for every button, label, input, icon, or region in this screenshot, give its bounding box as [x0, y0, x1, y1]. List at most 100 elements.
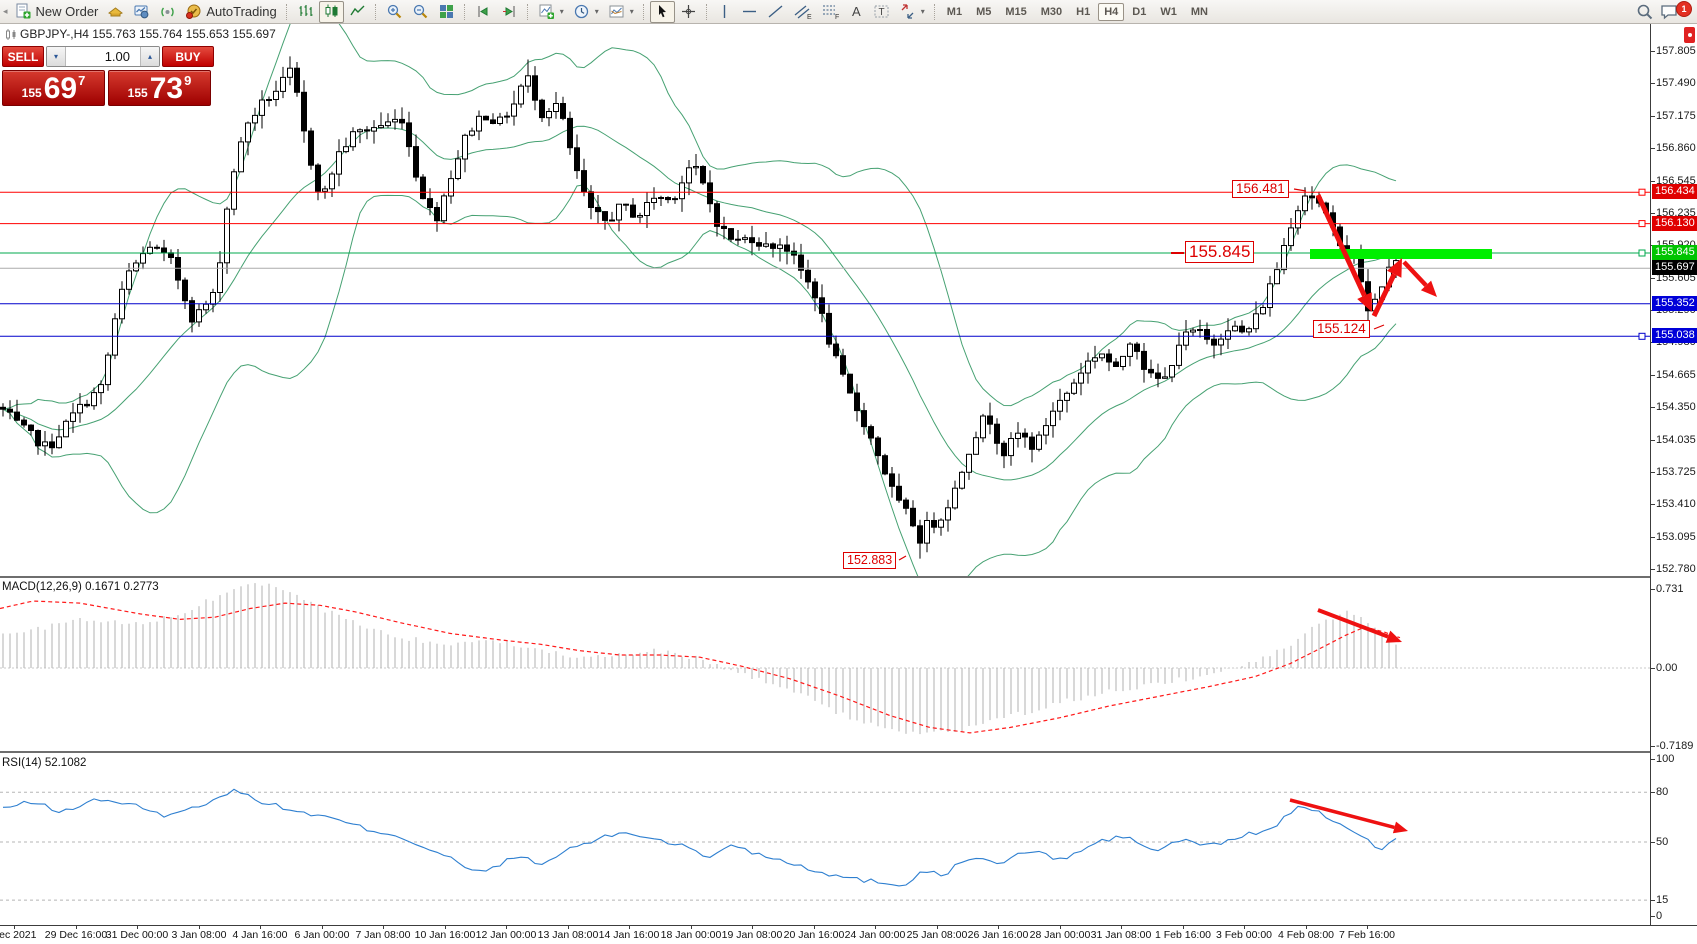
candle-up[interactable] — [1085, 360, 1091, 374]
buy-price-display[interactable]: 155 73 9 — [108, 70, 211, 106]
candle-up[interactable] — [343, 146, 349, 153]
candle-down[interactable] — [700, 166, 706, 184]
candle-down[interactable] — [49, 441, 55, 449]
candle-up[interactable] — [1092, 357, 1098, 362]
candle-up[interactable] — [672, 198, 678, 201]
candle-up[interactable] — [70, 412, 76, 422]
chart-shift-button[interactable] — [497, 2, 522, 22]
candle-down[interactable] — [721, 225, 727, 229]
candle-down[interactable] — [574, 147, 580, 172]
candle-down[interactable] — [714, 203, 720, 227]
search-icon[interactable] — [1636, 3, 1654, 21]
candle-down[interactable] — [728, 228, 734, 240]
candle-up[interactable] — [217, 262, 223, 294]
crosshair-tool-button[interactable] — [676, 2, 701, 22]
candle-up[interactable] — [1386, 266, 1392, 288]
candle-up[interactable] — [133, 262, 139, 272]
candle-up[interactable] — [959, 471, 965, 489]
candle-down[interactable] — [427, 198, 433, 209]
templates-button[interactable]: ▾ — [604, 2, 638, 22]
candle-down[interactable] — [735, 238, 741, 241]
main-price-pane[interactable] — [0, 24, 1650, 577]
candle-up[interactable] — [1057, 399, 1063, 412]
alert-badge[interactable] — [1684, 27, 1695, 43]
candle-down[interactable] — [1330, 212, 1336, 228]
autotrading-button[interactable]: AutoTrading — [181, 2, 280, 22]
candle-up[interactable] — [1393, 260, 1399, 268]
candle-down[interactable] — [0, 406, 6, 410]
candle-up[interactable] — [280, 76, 286, 92]
buy-button[interactable]: BUY — [162, 46, 214, 67]
candle-down[interactable] — [1022, 432, 1028, 438]
candle-up[interactable] — [1225, 330, 1231, 340]
trendline-tool-button[interactable] — [763, 2, 788, 22]
volume-value[interactable]: 1.00 — [104, 49, 130, 64]
candle-up[interactable] — [322, 188, 328, 192]
candle-down[interactable] — [1239, 325, 1245, 333]
candle-up[interactable] — [112, 318, 118, 356]
candle-up[interactable] — [378, 125, 384, 129]
candle-down[interactable] — [1323, 202, 1329, 214]
notification-badge[interactable]: 1 — [1676, 0, 1692, 17]
candle-down[interactable] — [175, 257, 181, 281]
candle-down[interactable] — [889, 473, 895, 487]
candle-down[interactable] — [161, 247, 167, 254]
text-label-tool-button[interactable]: T — [869, 2, 894, 22]
candle-up[interactable] — [140, 253, 146, 264]
candle-up[interactable] — [77, 403, 83, 414]
candle-down[interactable] — [420, 176, 426, 200]
text-tool-button[interactable]: A — [845, 2, 868, 22]
candle-up[interactable] — [476, 115, 482, 132]
candle-down[interactable] — [182, 279, 188, 302]
candle-up[interactable] — [1064, 392, 1070, 401]
candle-up[interactable] — [651, 197, 657, 204]
timeframe-button-m15[interactable]: M15 — [1005, 5, 1027, 18]
candle-up[interactable] — [1120, 355, 1126, 367]
candle-down[interactable] — [1365, 281, 1371, 312]
pane-separator[interactable] — [0, 576, 1650, 578]
hline-handle[interactable] — [1638, 188, 1646, 196]
toolbar-collapse-icon[interactable]: ◂ — [3, 6, 8, 16]
candle-up[interactable] — [1267, 283, 1273, 308]
candle-up[interactable] — [287, 67, 293, 78]
candle-down[interactable] — [1316, 197, 1322, 204]
candle-up[interactable] — [1288, 227, 1294, 247]
sell-button[interactable]: SELL — [2, 46, 44, 67]
candle-up[interactable] — [973, 437, 979, 455]
candle-up[interactable] — [336, 151, 342, 175]
candle-down[interactable] — [1204, 329, 1210, 340]
candle-up[interactable] — [1246, 328, 1252, 333]
candle-up[interactable] — [238, 141, 244, 173]
candle-up[interactable] — [371, 127, 377, 132]
candle-down[interactable] — [882, 455, 888, 475]
horizontal-line-tool-button[interactable] — [737, 2, 762, 22]
candle-up[interactable] — [91, 392, 97, 407]
hline-handle[interactable] — [1638, 220, 1646, 228]
candle-up[interactable] — [1302, 195, 1308, 212]
candle-down[interactable] — [861, 410, 867, 428]
candle-down[interactable] — [812, 281, 818, 299]
candle-down[interactable] — [434, 207, 440, 222]
candle-up[interactable] — [1078, 372, 1084, 384]
candle-down[interactable] — [1001, 442, 1007, 457]
candle-up[interactable] — [945, 507, 951, 521]
timeframe-button-mn[interactable]: MN — [1190, 5, 1208, 18]
annotation-swing-high-label[interactable]: 156.481 — [1232, 180, 1289, 199]
candle-down[interactable] — [896, 485, 902, 501]
candle-up[interactable] — [42, 441, 48, 447]
volume-decrease-button[interactable]: ▾ — [47, 47, 66, 66]
candle-up[interactable] — [511, 103, 517, 117]
candle-up[interactable] — [245, 122, 251, 143]
candle-up[interactable] — [497, 116, 503, 124]
candle-up[interactable] — [777, 244, 783, 249]
candle-up[interactable] — [679, 182, 685, 200]
candle-down[interactable] — [14, 411, 20, 421]
candle-down[interactable] — [490, 119, 496, 125]
hline-handle[interactable] — [1638, 332, 1646, 340]
line-chart-mode-button[interactable] — [345, 2, 370, 22]
candle-down[interactable] — [826, 312, 832, 345]
candle-down[interactable] — [847, 373, 853, 394]
candle-down[interactable] — [707, 182, 713, 205]
candle-up[interactable] — [1253, 313, 1259, 330]
candle-down[interactable] — [1029, 436, 1035, 450]
